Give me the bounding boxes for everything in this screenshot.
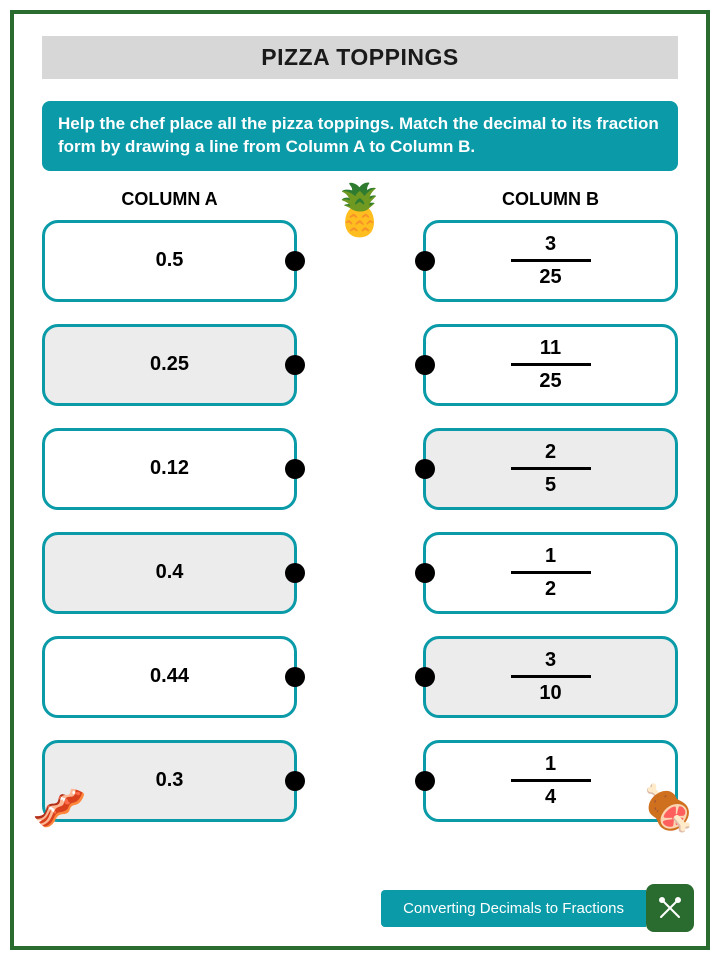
- denominator: 2: [545, 577, 556, 601]
- numerator: 1: [545, 544, 556, 568]
- fraction-value: 12: [511, 544, 591, 601]
- denominator: 5: [545, 473, 556, 497]
- fraction-bar: [511, 363, 591, 366]
- fraction-cell[interactable]: 14: [423, 740, 678, 822]
- connector-dot[interactable]: [285, 251, 305, 271]
- footer-label: Converting Decimals to Fractions: [381, 890, 646, 927]
- numerator: 11: [540, 336, 561, 360]
- denominator: 10: [539, 681, 561, 705]
- decimal-cell[interactable]: 0.25: [42, 324, 297, 406]
- worksheet-page: PIZZA TOPPINGS Help the chef place all t…: [10, 10, 710, 950]
- connector-dot[interactable]: [285, 563, 305, 583]
- column-b-header: COLUMN B: [423, 189, 678, 210]
- denominator: 25: [539, 265, 561, 289]
- fraction-bar: [511, 467, 591, 470]
- footer-utensils-icon: [646, 884, 694, 932]
- decimal-cell[interactable]: 0.4: [42, 532, 297, 614]
- fraction-value: 310: [511, 648, 591, 705]
- connector-dot[interactable]: [415, 563, 435, 583]
- connector-dot[interactable]: [415, 667, 435, 687]
- decimal-value: 0.25: [150, 353, 189, 376]
- connector-dot[interactable]: [285, 667, 305, 687]
- fraction-value: 325: [511, 232, 591, 289]
- fraction-value: 25: [511, 440, 591, 497]
- decimal-value: 0.12: [150, 457, 189, 480]
- fraction-cell[interactable]: 1125: [423, 324, 678, 406]
- connector-dot[interactable]: [285, 771, 305, 791]
- fraction-bar: [511, 675, 591, 678]
- connector-dot[interactable]: [415, 251, 435, 271]
- connector-dot[interactable]: [285, 459, 305, 479]
- fraction-bar: [511, 259, 591, 262]
- decimal-cell[interactable]: 0.12: [42, 428, 297, 510]
- connector-dot[interactable]: [415, 771, 435, 791]
- column-a-header: COLUMN A: [42, 189, 297, 210]
- fraction-cell[interactable]: 12: [423, 532, 678, 614]
- connector-dot[interactable]: [285, 355, 305, 375]
- fraction-cell[interactable]: 325: [423, 220, 678, 302]
- pineapple-icon: 🍍: [329, 181, 391, 240]
- instructions-box: Help the chef place all the pizza toppin…: [42, 101, 678, 171]
- numerator: 2: [545, 440, 556, 464]
- meat-icon: 🍖: [641, 782, 696, 834]
- column-b: COLUMN B 3251125251231014 🍖: [423, 181, 678, 844]
- footer: Converting Decimals to Fractions: [381, 884, 694, 932]
- fraction-cell[interactable]: 310: [423, 636, 678, 718]
- bacon-icon: 🥓: [32, 782, 87, 834]
- numerator: 1: [545, 752, 556, 776]
- connector-dot[interactable]: [415, 459, 435, 479]
- fraction-cell[interactable]: 25: [423, 428, 678, 510]
- fraction-value: 14: [511, 752, 591, 809]
- denominator: 4: [545, 785, 556, 809]
- fraction-bar: [511, 779, 591, 782]
- decimal-value: 0.5: [156, 249, 184, 272]
- decimal-value: 0.44: [150, 665, 189, 688]
- page-title: PIZZA TOPPINGS: [42, 36, 678, 79]
- numerator: 3: [545, 232, 556, 256]
- decimal-cell[interactable]: 0.5: [42, 220, 297, 302]
- column-a: COLUMN A 0.50.250.120.40.440.3 🥓: [42, 181, 297, 844]
- decimal-cell[interactable]: 0.44: [42, 636, 297, 718]
- fraction-value: 1125: [511, 336, 591, 393]
- connector-dot[interactable]: [415, 355, 435, 375]
- decimal-value: 0.3: [156, 769, 184, 792]
- columns-container: 🍍 COLUMN A 0.50.250.120.40.440.3 🥓 COLUM…: [42, 181, 678, 844]
- numerator: 3: [545, 648, 556, 672]
- decimal-value: 0.4: [156, 561, 184, 584]
- denominator: 25: [539, 369, 561, 393]
- fraction-bar: [511, 571, 591, 574]
